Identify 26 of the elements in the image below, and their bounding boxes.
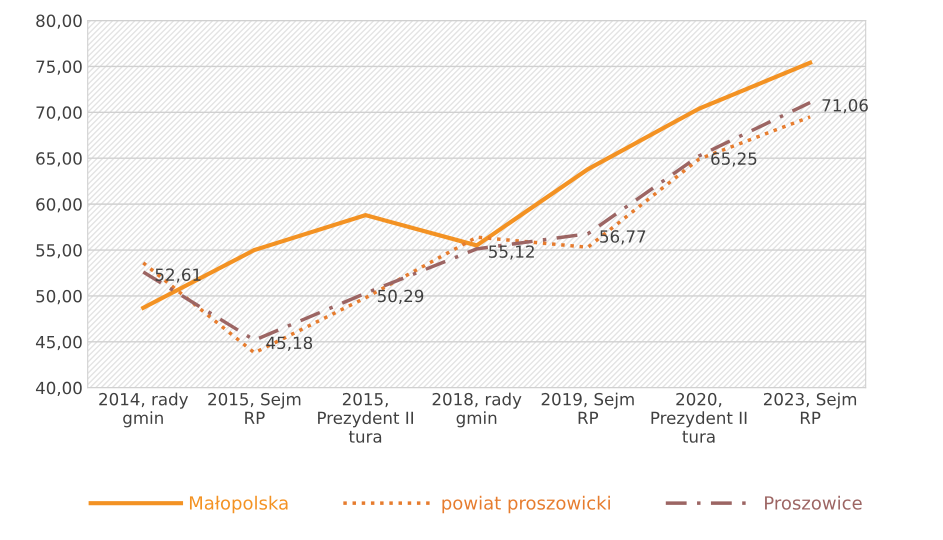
y-tick-label: 45,00: [36, 336, 82, 350]
legend-label: Małopolska: [190, 496, 288, 514]
y-tick-label: 80,00: [36, 14, 82, 29]
text: powiat proszowicki: [442, 496, 610, 514]
data-label: 65,25: [711, 152, 756, 167]
x-tick-label: 2023, Sejm RP: [764, 392, 856, 424]
y-tick-label: 40,00: [36, 382, 82, 396]
data-label: 50,29: [378, 290, 424, 304]
x-tick-label: 2015, Sejm RP: [208, 392, 300, 424]
data-label: 55,12: [489, 245, 534, 260]
y-tick-label: 65,00: [36, 152, 82, 166]
text: Proszowice: [765, 496, 862, 510]
data-label: 56,77: [600, 230, 646, 244]
x-tick-label: 2019, Sejm RP: [542, 392, 634, 424]
data-label: 71,06: [822, 98, 868, 114]
x-tick-label: 2018, rady gmin: [432, 392, 522, 428]
data-label: 52,61: [156, 268, 201, 283]
x-tick-label: 2014, rady gmin: [99, 392, 188, 428]
y-tick-label: 50,00: [36, 290, 82, 304]
line-series: [141, 60, 812, 310]
y-tick-label: 75,00: [36, 60, 82, 75]
y-tick-label: 70,00: [36, 106, 82, 121]
x-tick-label: 2015, Prezydent II tura: [318, 392, 413, 443]
y-tick-label: 60,00: [36, 198, 82, 212]
x-tick-label: 2020, Prezydent II tura: [652, 392, 746, 443]
y-tick-label: 55,00: [36, 244, 82, 258]
